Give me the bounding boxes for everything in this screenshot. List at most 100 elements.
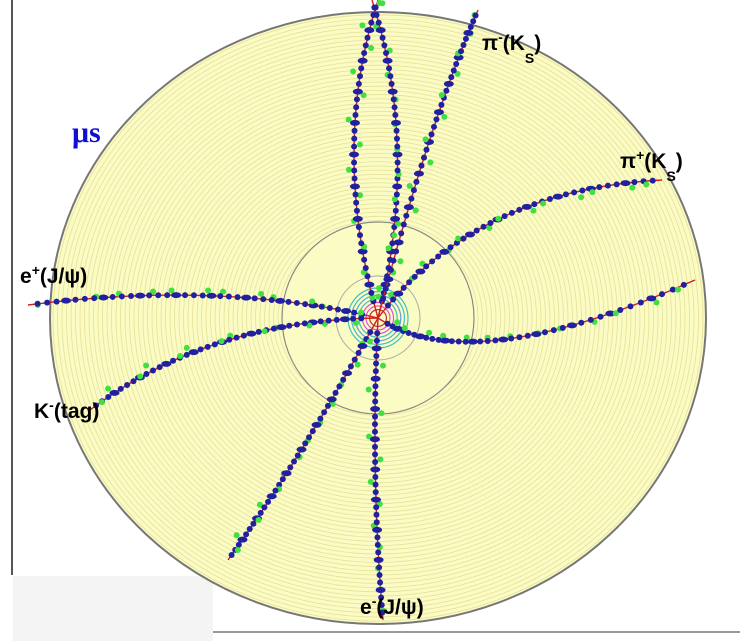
hit-green (367, 338, 373, 344)
hit-green (137, 373, 143, 379)
hit-blue (119, 293, 125, 299)
particle-label: μs (72, 116, 101, 149)
hit-blue (291, 458, 297, 464)
hit-blue (448, 244, 454, 250)
hit-blue (372, 383, 378, 389)
hit-blue (431, 124, 437, 130)
hit-blue (394, 136, 400, 142)
hit-blue (372, 527, 382, 533)
hit-blue (364, 27, 374, 33)
hit-blue (352, 128, 358, 134)
hit-blue (118, 386, 124, 392)
hit-blue (351, 144, 357, 150)
hit-blue (358, 65, 364, 71)
label-part: ) (534, 32, 541, 55)
hit-blue (373, 512, 379, 518)
hit-blue (588, 317, 594, 323)
hit-blue (525, 333, 531, 339)
hit-green (368, 45, 374, 51)
hit-blue (72, 297, 78, 303)
hit-blue (35, 301, 41, 307)
hit-blue (393, 208, 399, 214)
hit-blue (61, 298, 71, 304)
hit-blue (306, 434, 312, 440)
hit-blue (351, 310, 357, 316)
hit-blue (468, 24, 474, 30)
hit-blue (460, 236, 466, 242)
hit-green (386, 245, 392, 251)
hit-green (495, 216, 501, 222)
hit-blue (370, 406, 380, 412)
hit-blue (350, 183, 360, 189)
hit-blue (164, 292, 170, 298)
hit-green (99, 399, 105, 405)
hit-blue (294, 322, 300, 328)
hit-blue (428, 131, 434, 137)
hit-blue (373, 368, 379, 374)
hit-green (357, 142, 363, 148)
label-part: + (636, 147, 644, 163)
hit-blue (235, 294, 241, 300)
hit-green (407, 183, 413, 189)
hit-blue (234, 335, 240, 341)
hit-green (258, 291, 264, 297)
hit-blue (391, 96, 397, 102)
hit-blue (353, 89, 363, 95)
hit-blue (627, 303, 633, 309)
hit-blue (155, 292, 161, 298)
particle-label: e+(J/ψ) (20, 262, 87, 288)
hit-blue (449, 338, 455, 344)
hit-blue (579, 187, 585, 193)
hit-blue (567, 322, 577, 328)
hit-blue (327, 396, 337, 402)
hit-blue (312, 422, 322, 428)
hit-green (177, 353, 183, 359)
hit-blue (377, 572, 383, 578)
hit-blue (361, 257, 367, 263)
hit-blue (321, 409, 327, 415)
event-display: μsπ-(KS)π+(KS)e+(J/ψ)K-(tag)e-(J/ψ) (0, 0, 740, 641)
hit-blue (265, 499, 271, 505)
hit-blue (551, 327, 557, 333)
label-part: μs (72, 116, 101, 149)
hit-blue (326, 318, 332, 324)
hit-blue (319, 304, 325, 310)
hit-green (578, 194, 584, 200)
hit-blue (372, 451, 378, 457)
hit-green (441, 114, 447, 120)
hit-green (402, 325, 408, 331)
hit-blue (392, 104, 398, 110)
hit-blue (375, 542, 381, 548)
label-part: + (32, 262, 40, 278)
hit-green (426, 330, 432, 336)
hit-blue (335, 306, 341, 312)
hit-blue (373, 504, 379, 510)
hit-blue (617, 307, 623, 313)
hit-blue (130, 378, 136, 384)
hit-green (530, 208, 536, 214)
hit-green (143, 363, 149, 369)
hit-blue (350, 120, 360, 126)
hit-blue (391, 120, 401, 126)
hit-green (219, 338, 225, 344)
hit-blue (351, 136, 357, 142)
hit-blue (340, 377, 346, 383)
hit-blue (171, 292, 181, 298)
hit-blue (349, 152, 359, 158)
hit-blue (91, 295, 97, 301)
hit-blue (54, 299, 60, 305)
hit-blue (502, 213, 508, 219)
hit-blue (358, 249, 368, 255)
hit-blue (217, 293, 223, 299)
hit-blue (340, 316, 350, 322)
hit-blue (404, 204, 414, 210)
hit-blue (463, 339, 469, 345)
hit-blue (423, 335, 429, 341)
label-part: (tag) (54, 400, 100, 423)
hit-blue (560, 325, 566, 331)
hit-blue (481, 224, 487, 230)
hit-blue (302, 320, 308, 326)
hit-blue (681, 282, 687, 288)
hit-blue (381, 42, 387, 48)
hit-blue (547, 196, 553, 202)
